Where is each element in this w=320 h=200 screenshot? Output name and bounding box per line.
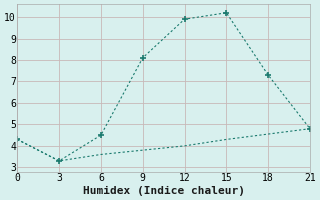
X-axis label: Humidex (Indice chaleur): Humidex (Indice chaleur) bbox=[83, 186, 244, 196]
